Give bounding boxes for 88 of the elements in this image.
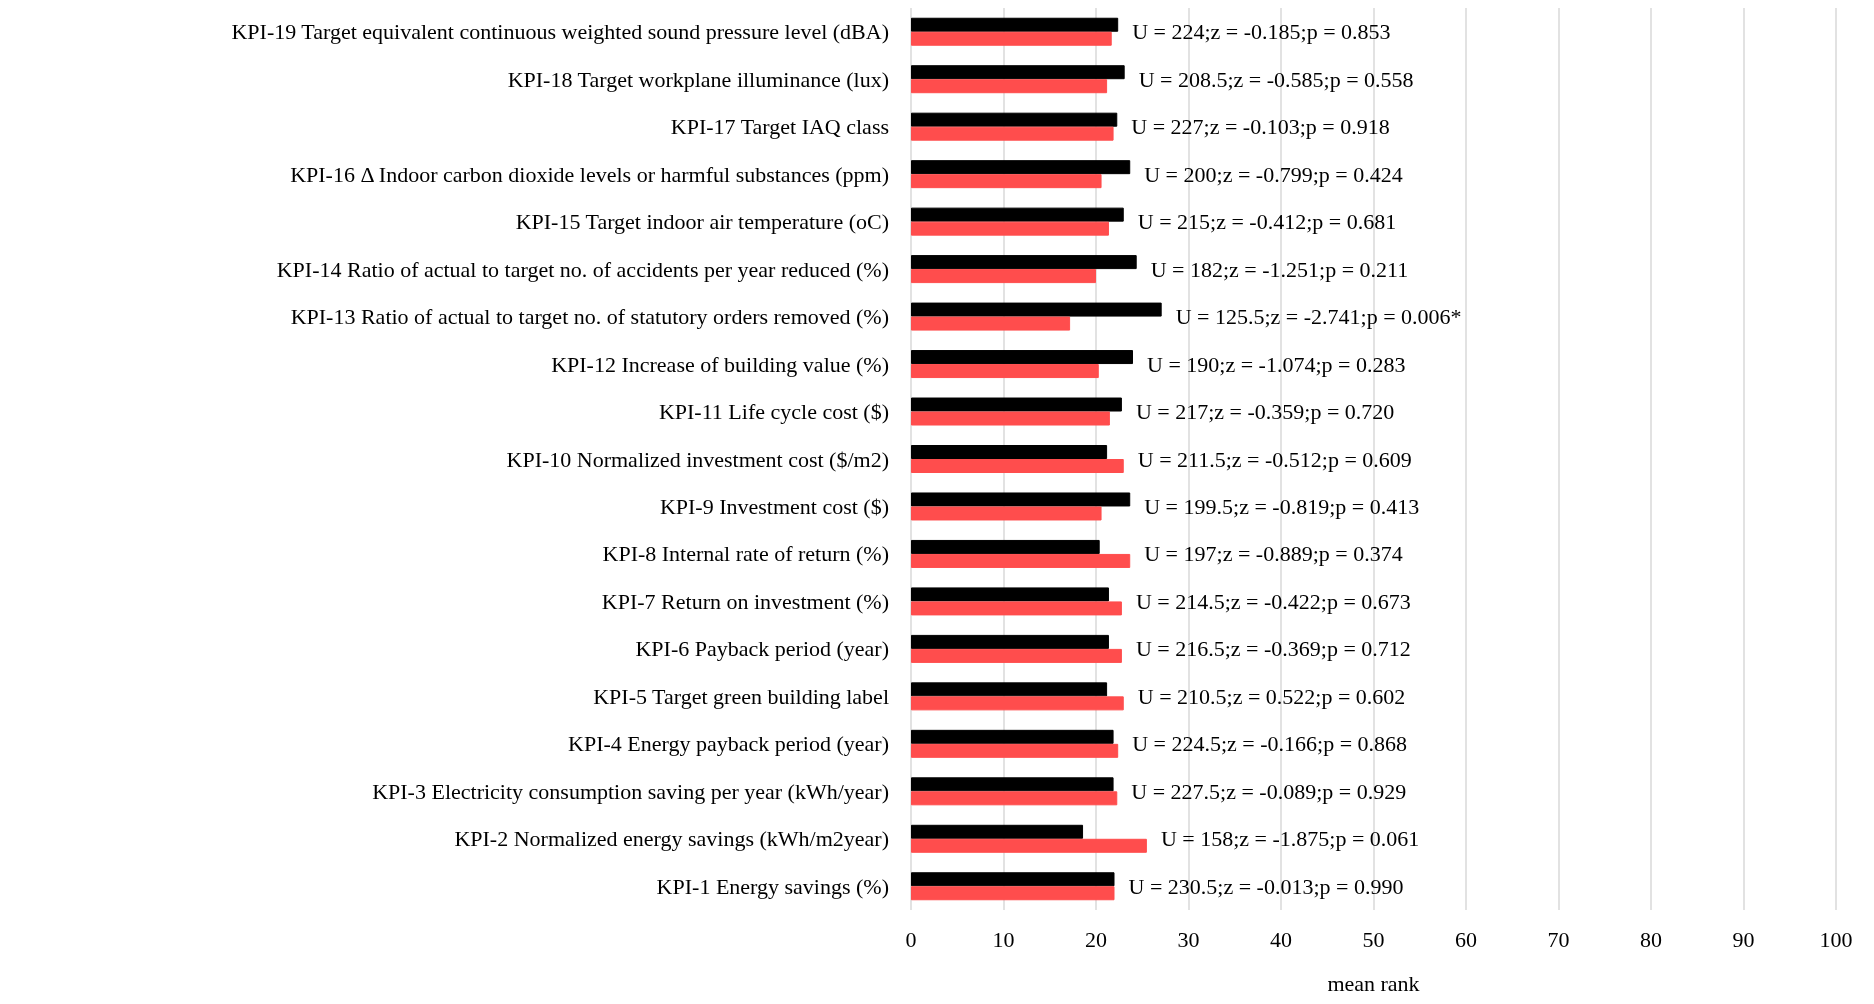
bar	[911, 160, 1131, 175]
y-tick-label: KPI-5 Target green building label	[593, 683, 889, 709]
x-tick-label: 30	[1177, 926, 1200, 952]
y-tick-label: KPI-11 Life cycle cost ($)	[658, 399, 889, 425]
y-tick-label: KPI-12 Increase of building value (%)	[551, 351, 889, 377]
y-tick-label: KPI-17 Target IAQ class	[670, 114, 889, 140]
annotation: U = 217;z = -0.359;p = 0.720	[1135, 399, 1395, 425]
x-tick-label: 50	[1362, 926, 1385, 952]
annotation: U = 199.5;z = -0.819;p = 0.413	[1144, 493, 1420, 519]
annotation: U = 208.5;z = -0.585;p = 0.558	[1138, 66, 1414, 92]
bar	[911, 126, 1114, 141]
bar	[911, 445, 1108, 459]
y-tick-label: KPI-3 Electricity consumption saving per year (kWh/year)	[372, 778, 889, 804]
bar	[911, 31, 1112, 46]
annotation: U = 227.5;z = -0.089;p = 0.929	[1131, 778, 1407, 804]
bar	[911, 207, 1124, 222]
bar	[911, 791, 1118, 806]
bar	[911, 411, 1110, 426]
y-tick-label: KPI-9 Investment cost ($)	[659, 493, 889, 519]
bar	[911, 302, 1162, 317]
bar	[911, 79, 1108, 94]
bar	[911, 824, 1084, 839]
y-tick-label: KPI-19 Target equivalent continuous weighted sound pressure level (dBA)	[231, 19, 889, 45]
bar	[911, 459, 1124, 473]
y-tick-label: KPI-1 Energy savings (%)	[656, 873, 889, 899]
y-tick-label: KPI-13 Ratio of actual to target no. of statutory orders removed (%)	[290, 304, 889, 330]
y-tick-label: KPI-2 Normalized energy savings (kWh/m2year)	[454, 826, 889, 852]
bar	[911, 539, 1100, 554]
bar	[911, 316, 1071, 331]
annotation: U = 230.5;z = -0.013;p = 0.990	[1128, 873, 1404, 899]
bar	[911, 350, 1133, 365]
annotation: U = 210.5;z = 0.522;p = 0.602	[1137, 683, 1406, 709]
bar	[911, 492, 1131, 507]
annotation: U = 215;z = -0.412;p = 0.681	[1137, 209, 1397, 235]
annotation: U = 211.5;z = -0.512;p = 0.609	[1137, 446, 1412, 472]
x-tick-label: 40	[1270, 926, 1292, 952]
x-tick-label: 70	[1547, 926, 1570, 952]
annotation: U = 214.5;z = -0.422;p = 0.673	[1135, 588, 1411, 614]
annotation: U = 190;z = -1.074;p = 0.283	[1147, 351, 1406, 377]
annotation: U = 224.5;z = -0.166;p = 0.868	[1132, 731, 1408, 757]
y-tick-label: KPI-10 Normalized investment cost ($/m2)	[506, 446, 889, 472]
bar	[911, 506, 1102, 521]
y-tick-label: KPI-15 Target indoor air temperature (oC)	[515, 209, 889, 235]
bar	[911, 221, 1109, 236]
bar	[911, 634, 1109, 649]
bar	[911, 601, 1122, 616]
x-tick-label: 100	[1819, 926, 1853, 952]
bar	[911, 682, 1108, 697]
y-tick-label: KPI-8 Internal rate of return (%)	[602, 541, 889, 567]
bar	[911, 648, 1122, 663]
y-tick-label: KPI-16 Δ Indoor carbon dioxide levels or harmful substances (ppm)	[290, 161, 889, 187]
bar	[911, 112, 1118, 127]
bar	[911, 553, 1131, 568]
x-tick-label: 60	[1455, 926, 1477, 952]
bar	[911, 255, 1137, 270]
annotation: U = 200;z = -0.799;p = 0.424	[1144, 161, 1403, 187]
annotation: U = 224;z = -0.185;p = 0.853	[1132, 19, 1391, 45]
x-tick-label: 80	[1640, 926, 1662, 952]
bar	[911, 587, 1109, 602]
y-tick-label: KPI-18 Target workplane illuminance (lux)	[507, 66, 889, 92]
bar	[911, 838, 1147, 853]
bar	[911, 65, 1125, 80]
bar	[911, 174, 1102, 189]
bar	[911, 696, 1124, 711]
x-axis-title: mean rank	[1327, 970, 1420, 996]
bar	[911, 17, 1119, 32]
bar	[911, 397, 1122, 412]
annotation: U = 216.5;z = -0.369;p = 0.712	[1135, 636, 1411, 662]
y-tick-label: KPI-6 Payback period (year)	[635, 636, 889, 662]
x-tick-label: 0	[905, 926, 917, 952]
bar	[911, 743, 1119, 758]
annotation: U = 125.5;z = -2.741;p = 0.006*	[1175, 304, 1462, 330]
y-tick-label: KPI-4 Energy payback period (year)	[568, 731, 889, 757]
bar	[911, 886, 1115, 901]
bar	[911, 269, 1096, 284]
x-tick-label: 10	[992, 926, 1015, 952]
annotation: U = 158;z = -1.875;p = 0.061	[1160, 826, 1420, 852]
annotation: U = 197;z = -0.889;p = 0.374	[1144, 541, 1403, 567]
x-tick-label: 20	[1085, 926, 1107, 952]
bar	[911, 364, 1099, 379]
y-tick-label: KPI-7 Return on investment (%)	[601, 588, 889, 614]
y-tick-label: KPI-14 Ratio of actual to target no. of accidents per year reduced (%)	[276, 256, 889, 282]
bar	[911, 872, 1115, 887]
annotation: U = 227;z = -0.103;p = 0.918	[1131, 114, 1390, 140]
bar	[911, 777, 1114, 792]
annotation: U = 182;z = -1.251;p = 0.211	[1150, 256, 1409, 282]
x-tick-label: 90	[1732, 926, 1755, 952]
bar	[911, 729, 1114, 744]
